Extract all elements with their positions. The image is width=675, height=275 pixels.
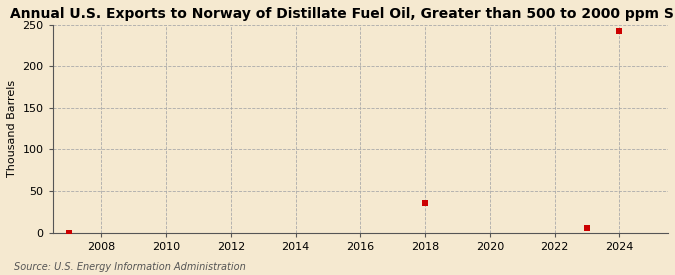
Text: Source: U.S. Energy Information Administration: Source: U.S. Energy Information Administ… (14, 262, 245, 272)
Point (63, 230, 74, 235)
Point (614, 29, 625, 33)
Title: Annual U.S. Exports to Norway of Distillate Fuel Oil, Greater than 500 to 2000 p: Annual U.S. Exports to Norway of Distill… (10, 7, 675, 21)
Point (420, 201, 431, 206)
Point (582, 226, 593, 230)
Y-axis label: Thousand Barrels: Thousand Barrels (7, 80, 17, 177)
